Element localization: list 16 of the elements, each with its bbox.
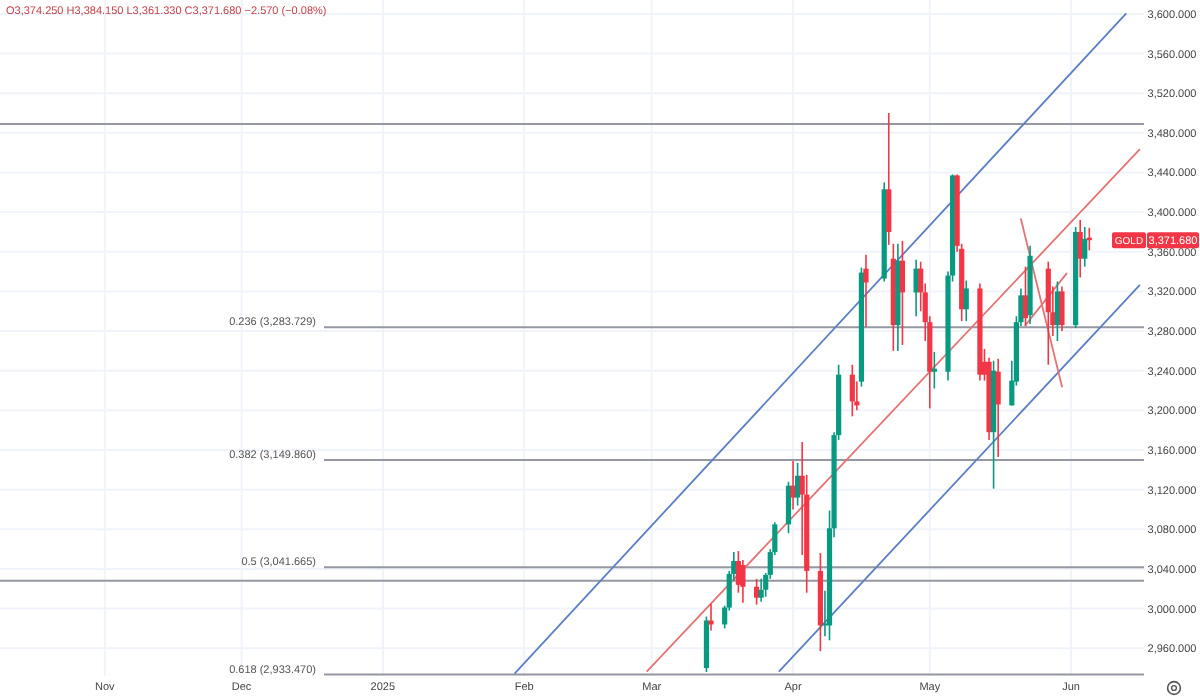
candlestick bbox=[849, 363, 855, 418]
candlestick bbox=[740, 559, 746, 604]
candlestick bbox=[863, 253, 869, 328]
candlestick bbox=[963, 279, 969, 322]
candlestick bbox=[753, 578, 760, 606]
candlestick bbox=[795, 462, 801, 507]
candlestick bbox=[703, 615, 710, 673]
candlestick bbox=[899, 240, 906, 346]
candlestick bbox=[931, 351, 937, 390]
candlestick bbox=[1059, 285, 1065, 332]
candlestick bbox=[995, 358, 1001, 458]
candlestick bbox=[708, 602, 714, 632]
candlestick bbox=[758, 578, 764, 603]
candlestick bbox=[1045, 260, 1051, 366]
candlestick bbox=[790, 460, 796, 511]
candlestick bbox=[1082, 226, 1088, 268]
